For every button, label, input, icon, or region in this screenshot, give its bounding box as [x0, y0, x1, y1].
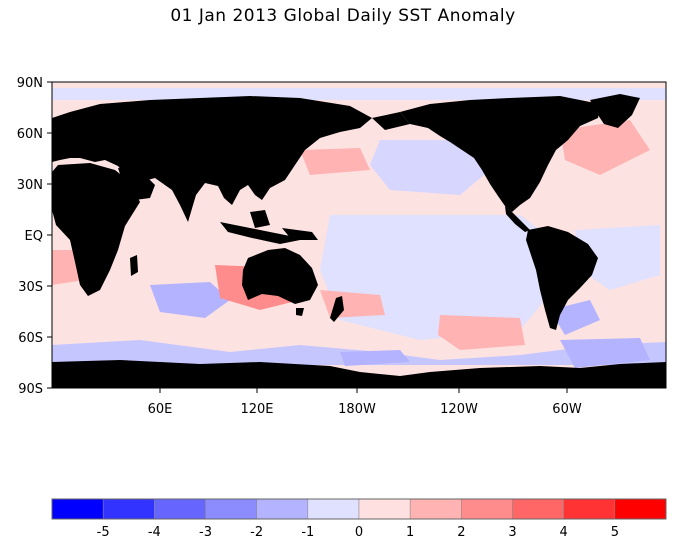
- colorbar-tick-label: -1: [301, 525, 314, 540]
- colorbar-swatch: [409, 498, 462, 520]
- lon-tick-label: 120E: [240, 402, 273, 417]
- land-masses: [52, 94, 666, 388]
- land-north-america: [400, 96, 600, 212]
- colorbar-tick-label: 5: [611, 525, 619, 540]
- anomaly-region-weddell-cool: [560, 338, 650, 368]
- colorbar-tick-label: 0: [355, 525, 363, 540]
- anomaly-region-north-pacific-cool: [370, 140, 490, 195]
- land-japan: [284, 138, 298, 166]
- land-greenland: [590, 94, 640, 128]
- lat-tick-label: EQ: [25, 229, 43, 244]
- colorbar-tick-label: 1: [406, 525, 414, 540]
- lon-tick-label: 60W: [552, 402, 582, 417]
- lon-tick-label: 180W: [338, 402, 376, 417]
- colorbar-tick-label: 2: [457, 525, 465, 540]
- colorbar-swatch: [102, 498, 155, 520]
- land-new-guinea: [282, 228, 318, 240]
- land-tasmania: [296, 308, 304, 316]
- lat-tick-label: 30N: [17, 178, 43, 193]
- latitude-axis: 90N 60N 30N EQ 30S 60S 90S: [17, 76, 52, 397]
- land-uk: [52, 124, 62, 142]
- colorbar-tick-label: -2: [250, 525, 263, 540]
- anomaly-region-atlantic-cool: [575, 225, 660, 290]
- land-africa: [52, 163, 140, 296]
- land-madagascar: [130, 255, 138, 276]
- longitude-axis: 60E 120E 180W 120W 60W: [148, 388, 582, 417]
- anomaly-region-ross-cool: [340, 350, 410, 366]
- land-australia: [242, 248, 318, 304]
- land-south-america: [526, 226, 598, 330]
- lon-tick-label: 120W: [440, 402, 478, 417]
- colorbar-tick-label: 3: [508, 525, 516, 540]
- land-alaska: [372, 112, 410, 130]
- land-eurasia: [52, 96, 372, 222]
- colorbar-swatch: [256, 498, 309, 520]
- colorbar-tick-label: 4: [560, 525, 568, 540]
- lon-tick-label: 60E: [148, 402, 173, 417]
- anomaly-region-arctic-cool: [52, 88, 666, 100]
- anomaly-region-north-atlantic-warm: [560, 120, 650, 175]
- colorbar-swatch: [461, 498, 513, 520]
- colorbar-swatch: [614, 498, 667, 520]
- colorbar-swatch: [154, 498, 206, 520]
- colorbar-swatch: [358, 498, 411, 520]
- anomaly-region-kuroshio-warm: [300, 148, 370, 175]
- colorbar-tick-label: -3: [199, 525, 212, 540]
- land-antarctica: [52, 360, 666, 388]
- land-new-zealand: [330, 296, 344, 322]
- anomaly-region-indian-cool: [150, 282, 230, 318]
- colorbar-swatch: [512, 498, 564, 520]
- lat-tick-label: 60S: [18, 331, 43, 346]
- anomaly-field: [52, 88, 666, 388]
- colorbar-tick-label: -5: [97, 525, 110, 540]
- colorbar-swatch: [563, 498, 616, 520]
- land-arabia: [118, 168, 155, 200]
- colorbar-swatch: [307, 498, 360, 520]
- anomaly-region-south-pacific-warm: [438, 315, 525, 350]
- lat-tick-label: 90N: [17, 76, 43, 91]
- colorbar-frame: [51, 498, 667, 520]
- land-central-america: [505, 206, 530, 232]
- colorbar-swatch: [205, 498, 257, 520]
- lat-tick-label: 90S: [18, 382, 43, 397]
- lat-tick-label: 30S: [18, 280, 43, 295]
- colorbar: -5 -4 -3 -2 -1 0 1 2 3 4 5: [51, 498, 667, 540]
- map-title: 01 Jan 2013 Global Daily SST Anomaly: [170, 6, 516, 26]
- colorbar-swatch: [51, 498, 104, 520]
- land-indonesia: [220, 222, 300, 244]
- colorbar-tick-label: -4: [148, 525, 161, 540]
- lat-tick-label: 60N: [17, 127, 43, 142]
- land-borneo: [250, 210, 270, 228]
